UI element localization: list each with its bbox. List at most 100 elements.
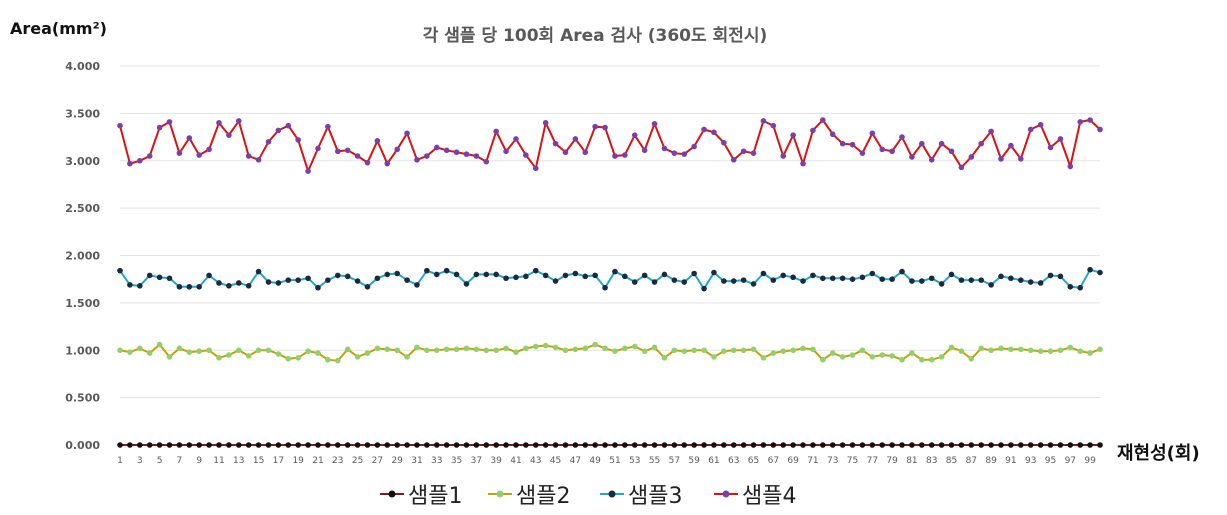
x-tick-label: 65 [748,456,759,466]
data-point [315,145,321,152]
data-point [433,347,440,354]
data-point [1018,346,1024,353]
data-point [938,281,945,287]
data-point [146,272,153,279]
data-point [265,347,272,354]
legend-label: 샘플4 [742,484,796,509]
data-point [928,275,935,282]
x-tick-label: 99 [1084,456,1096,466]
x-tick-label: 57 [669,456,680,466]
data-point [166,354,173,360]
legend-label: 샘플1 [408,484,462,509]
data-point [374,442,381,448]
data-point [998,345,1004,352]
data-point [255,157,262,163]
data-point [513,442,519,448]
data-point [503,442,509,448]
data-point [1008,442,1014,448]
data-point [473,346,480,353]
x-tick-label: 5 [157,456,163,466]
data-point [790,274,796,281]
data-point [503,345,509,352]
data-point [226,132,232,138]
data-point [988,442,994,448]
data-point [513,349,519,355]
data-point [612,348,618,354]
data-point [394,347,400,354]
data-point [681,442,688,448]
y-tick-label: 2.000 [65,250,100,263]
data-point [136,442,143,448]
data-point [1008,346,1014,353]
data-point [127,442,133,448]
data-point [206,442,212,448]
data-point [295,442,301,448]
data-point [315,442,321,448]
data-point [552,344,559,351]
y-axis-ticks: 0.000 0.500 1.000 1.500 2.000 2.500 3.000 3.500… [65,60,100,452]
data-point [245,283,252,289]
data-point [701,442,707,448]
data-point [542,442,549,448]
data-point [631,132,638,138]
data-point [443,346,450,353]
x-tick-label: 77 [867,456,878,466]
x-tick-label: 87 [966,456,977,466]
data-point [414,442,420,448]
data-point [186,135,193,141]
data-point [325,123,331,130]
data-point [592,341,598,348]
data-point [117,347,123,354]
data-point [453,271,460,278]
data-point [750,150,757,156]
data-point [988,282,994,288]
x-axis-label: 재현성(회) [1117,443,1200,464]
data-point [691,143,697,150]
data-point [671,347,678,354]
data-point [602,442,608,448]
data-point [592,123,598,130]
legend-label: 샘플3 [628,484,682,509]
data-point [612,442,618,448]
data-point [503,148,509,155]
data-point [265,279,272,285]
x-tick-label: 1 [117,456,123,466]
data-point [117,122,123,129]
legend-marker [496,490,504,498]
data-point [820,275,826,282]
data-point [1057,273,1064,280]
data-point [344,346,351,353]
data-point [1067,163,1074,170]
data-point [305,348,311,354]
data-point [285,442,292,448]
data-point [552,140,559,147]
data-point [1097,126,1103,133]
data-point [928,356,935,363]
data-point [909,154,915,160]
data-point [820,356,826,363]
data-point [671,277,678,283]
data-point [176,283,183,290]
legend-item: 샘플1 [380,484,462,509]
data-point [127,282,133,288]
y-tick-label: 4.000 [65,60,100,73]
data-point [364,159,371,166]
data-point [948,271,955,278]
data-point [176,150,183,156]
x-tick-label: 11 [213,456,224,466]
data-point [879,146,886,153]
data-point [1097,442,1103,448]
data-point [928,157,935,163]
data-point [760,118,767,124]
data-point [978,140,985,147]
data-point [612,153,618,159]
data-point [354,354,361,360]
data-point [1077,119,1084,125]
data-point [978,442,985,448]
data-point [790,347,796,354]
x-tick-label: 25 [352,456,363,466]
data-point [661,145,668,152]
data-point [493,347,499,354]
series-3 [117,266,1103,292]
data-point [285,277,292,283]
